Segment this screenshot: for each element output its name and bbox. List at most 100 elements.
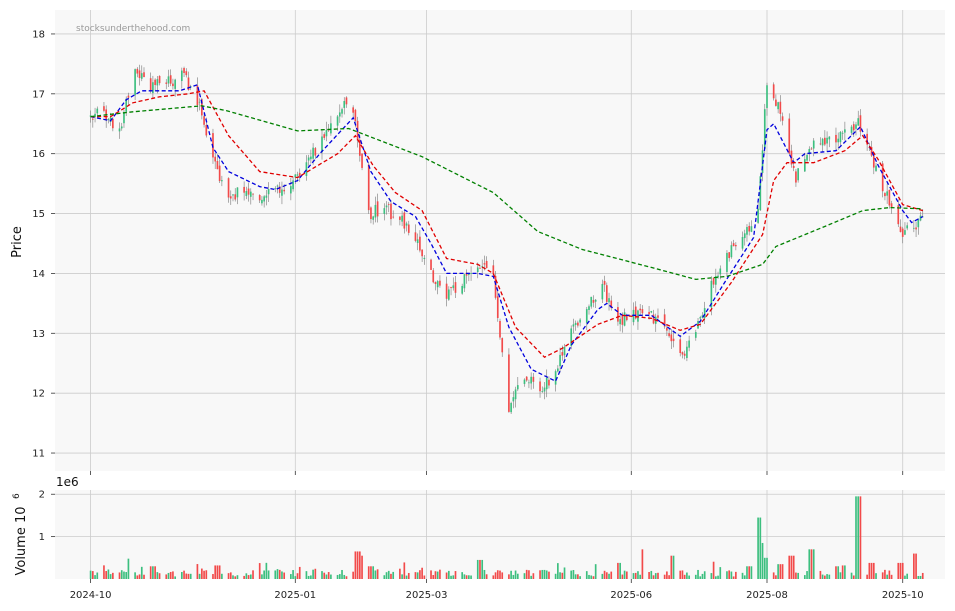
volume-bar <box>236 575 239 579</box>
volume-bar <box>203 570 205 579</box>
candle-body <box>574 322 577 325</box>
volume-bar <box>354 551 357 579</box>
volume-bar <box>196 564 199 579</box>
volume-bar <box>866 574 868 579</box>
candle-body <box>810 148 813 150</box>
volume-bar <box>634 572 637 579</box>
moving-average-line-2 <box>90 90 923 358</box>
candle-body <box>247 188 250 195</box>
volume-bar <box>416 572 419 579</box>
volume-bar <box>91 571 94 579</box>
volume-bar <box>281 571 283 579</box>
candle-body <box>290 186 292 194</box>
volume-bar <box>136 575 139 579</box>
candle-body <box>870 146 873 156</box>
volume-bar <box>134 572 136 579</box>
volume-bar <box>232 575 234 579</box>
volume-bar <box>283 572 286 579</box>
candle-body <box>788 118 791 154</box>
volume-bar <box>777 564 779 579</box>
volume-bar <box>419 570 421 579</box>
candle-body <box>468 273 470 275</box>
volume-bar <box>323 572 326 579</box>
candle-body <box>296 174 299 176</box>
candle-body <box>399 216 401 220</box>
volume-bar <box>432 575 435 579</box>
candle-body <box>187 77 190 90</box>
volume-bar <box>265 562 268 579</box>
volume-bar <box>138 574 141 579</box>
candle-body <box>401 215 403 222</box>
candle-body <box>579 319 581 323</box>
candle-body <box>781 116 784 121</box>
volume-bar <box>298 566 301 579</box>
candle-body <box>641 309 644 314</box>
volume-bar <box>779 564 782 579</box>
candle-body <box>648 311 650 315</box>
volume-bar <box>788 555 791 579</box>
x-tick-label: 2025-01 <box>274 590 316 601</box>
volume-bar <box>372 566 375 579</box>
price-tick-label: 11 <box>32 449 45 460</box>
volume-bar <box>663 574 666 579</box>
candle-body <box>746 227 748 235</box>
volume-bar <box>899 562 902 579</box>
volume-axis-exponent: 6 <box>12 493 22 499</box>
volume-bar <box>810 549 813 579</box>
candle-body <box>710 280 713 308</box>
volume-bar <box>619 562 621 579</box>
candle-body <box>416 239 419 244</box>
volume-bar <box>341 569 343 579</box>
volume-bar <box>454 571 457 579</box>
candle-body <box>405 223 408 226</box>
volume-bar <box>152 566 154 579</box>
candle-body <box>392 216 395 218</box>
volume-bar <box>510 570 512 579</box>
volume-bar <box>485 574 488 579</box>
volume-bar <box>530 575 532 579</box>
volume-bar <box>545 570 548 579</box>
candle-body <box>103 106 105 111</box>
volume-bar <box>156 572 159 579</box>
volume-bar <box>554 573 557 579</box>
volume-bar <box>352 571 354 579</box>
volume-bar <box>728 570 731 579</box>
moving-average-line-3 <box>90 105 923 281</box>
volume-bar <box>501 572 504 579</box>
candle-body <box>165 82 168 84</box>
candle-body <box>267 189 270 195</box>
volume-bar <box>327 572 330 579</box>
volume-bar <box>839 572 842 579</box>
price-tick-label: 15 <box>32 209 45 220</box>
candle-body <box>123 111 125 124</box>
volume-bars <box>89 496 924 579</box>
volume-bar <box>666 571 668 579</box>
volume-bar <box>229 572 232 579</box>
volume-bar <box>421 567 423 579</box>
volume-bar <box>719 567 722 579</box>
candle-body <box>639 308 642 311</box>
candle-body <box>808 148 811 155</box>
volume-bar <box>670 555 673 579</box>
volume-tick-label: 2 <box>39 490 45 501</box>
volume-bar <box>915 553 917 579</box>
volume-bar <box>792 555 795 579</box>
candle-body <box>777 102 779 110</box>
volume-bar <box>290 574 292 579</box>
candle-body <box>572 324 575 327</box>
volume-bar <box>358 551 361 579</box>
candle-body <box>559 354 561 367</box>
volume-bar <box>112 572 114 579</box>
candle-body <box>561 352 564 356</box>
candle-body <box>806 154 808 161</box>
volume-bar <box>657 572 659 579</box>
candle-body <box>543 387 546 392</box>
volume-bar <box>790 555 793 579</box>
candle-body <box>376 201 379 217</box>
volume-bar <box>212 574 214 579</box>
candle-body <box>906 225 909 229</box>
volume-bar <box>305 571 308 579</box>
volume-bar <box>189 573 192 579</box>
volume-bar <box>837 566 840 579</box>
candle-body <box>686 346 688 358</box>
